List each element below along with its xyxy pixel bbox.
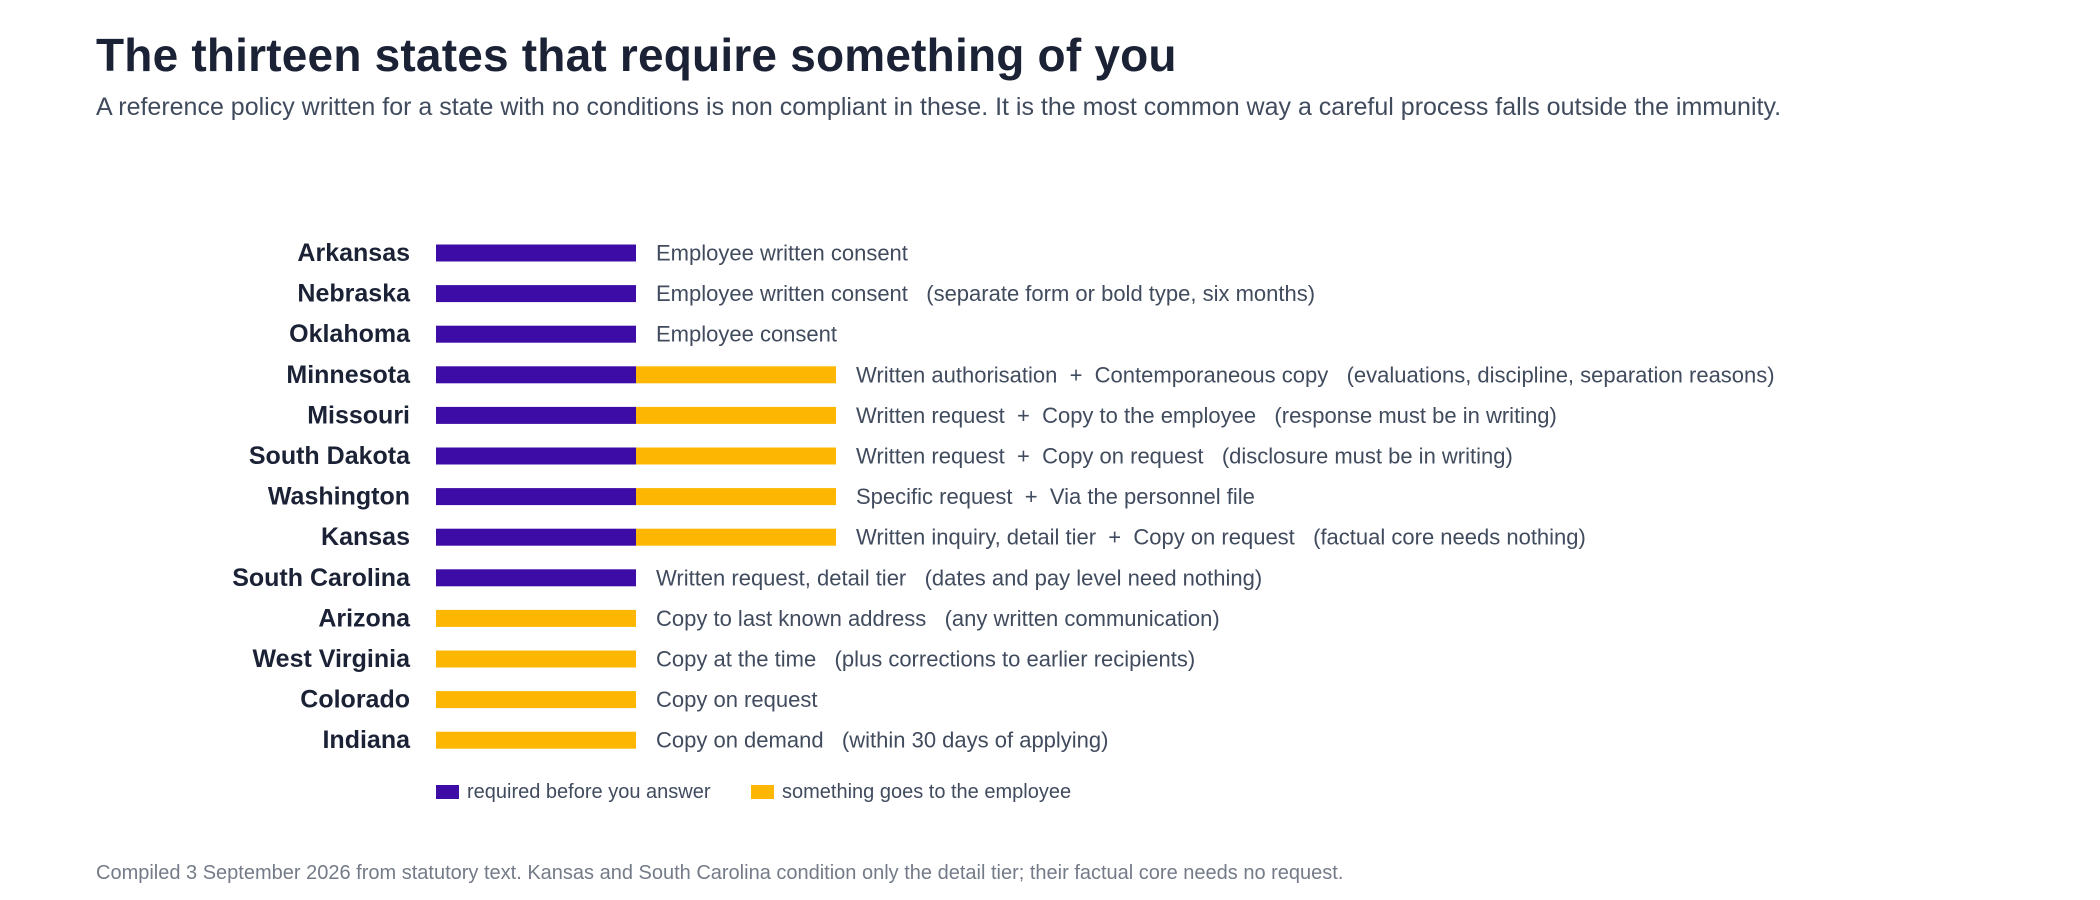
row-annotation-missouri: Written request + Copy to the employee (… [856, 403, 1557, 428]
state-label-missouri: Missouri [307, 401, 410, 429]
bar-required-arkansas [436, 244, 636, 262]
bar-employee-minnesota [636, 366, 836, 384]
state-label-oklahoma: Oklahoma [289, 320, 411, 348]
bar-employee-arizona [436, 609, 636, 627]
page-subtitle: A reference policy written for a state w… [96, 93, 1782, 121]
row-annotation-arizona: Copy to last known address (any written … [656, 606, 1220, 631]
legend-swatch [436, 785, 459, 799]
bar-required-kansas [436, 528, 636, 546]
row-indiana: Indiana Copy on demand (within 30 days of… [322, 726, 1108, 754]
row-nebraska: Nebraska Employee written consent (separa… [297, 280, 1315, 308]
bar-required-nebraska [436, 285, 636, 303]
state-label-west-virginia: West Virginia [253, 645, 412, 673]
bar-employee-west-virginia [436, 650, 636, 668]
row-colorado: Colorado Copy on request [300, 686, 817, 714]
row-washington: Washington Specific request + Via the per… [268, 483, 1255, 511]
row-missouri: Missouri Written request + Copy to the em… [307, 401, 1557, 429]
bar-required-missouri [436, 406, 636, 424]
state-label-washington: Washington [268, 483, 410, 511]
bar-required-south-dakota [436, 447, 636, 465]
bar-employee-washington [636, 488, 836, 506]
row-annotation-nebraska: Employee written consent (separate form … [656, 281, 1315, 306]
row-annotation-oklahoma: Employee consent [656, 322, 837, 347]
row-annotation-south-dakota: Written request + Copy on request (discl… [856, 444, 1513, 469]
chart-legend: required before you answer something goes… [436, 781, 1071, 803]
state-label-south-carolina: South Carolina [232, 564, 411, 592]
state-label-indiana: Indiana [322, 726, 411, 754]
bar-employee-kansas [636, 528, 836, 546]
bar-employee-missouri [636, 406, 836, 424]
row-annotation-minnesota: Written authorisation + Contemporaneous … [856, 362, 1775, 387]
bar-required-washington [436, 488, 636, 506]
state-label-nebraska: Nebraska [297, 280, 411, 308]
row-oklahoma: Oklahoma Employee consent [289, 320, 837, 348]
row-annotation-arkansas: Employee written consent [656, 241, 908, 266]
state-label-arkansas: Arkansas [297, 239, 410, 267]
state-label-kansas: Kansas [321, 523, 410, 551]
row-minnesota: Minnesota Written authorisation + Contemp… [286, 361, 1774, 389]
row-annotation-indiana: Copy on demand (within 30 days of applyi… [656, 728, 1108, 753]
legend-item-required-before-you-answer: required before you answer [436, 781, 711, 803]
bar-employee-indiana [436, 731, 636, 749]
row-kansas: Kansas Written inquiry, detail tier + Cop… [321, 523, 1586, 551]
state-label-minnesota: Minnesota [286, 361, 411, 389]
bar-required-oklahoma [436, 325, 636, 343]
row-annotation-west-virginia: Copy at the time (plus corrections to ea… [656, 647, 1195, 672]
bar-employee-south-dakota [636, 447, 836, 465]
row-south-carolina: South Carolina Written request, detail ti… [232, 564, 1262, 592]
row-south-dakota: South Dakota Written request + Copy on re… [249, 442, 1513, 470]
row-annotation-colorado: Copy on request [656, 687, 817, 712]
row-west-virginia: West Virginia Copy at the time (plus corr… [253, 645, 1196, 673]
row-annotation-south-carolina: Written request, detail tier (dates and … [656, 565, 1262, 590]
chart-rows: Arkansas Employee written consent Nebraska… [232, 239, 1774, 754]
footnote: Compiled 3 September 2026 from statutory… [96, 862, 1344, 884]
legend-item-something-goes-to-the-employee: something goes to the employee [751, 781, 1071, 803]
row-annotation-washington: Specific request + Via the personnel fil… [856, 484, 1255, 509]
bar-required-south-carolina [436, 569, 636, 587]
row-arizona: Arizona Copy to last known address (any w… [318, 604, 1219, 632]
legend-swatch [751, 785, 774, 799]
state-label-colorado: Colorado [300, 686, 410, 714]
row-annotation-kansas: Written inquiry, detail tier + Copy on r… [856, 525, 1586, 550]
legend-label: something goes to the employee [782, 781, 1071, 803]
state-label-south-dakota: South Dakota [249, 442, 411, 470]
row-arkansas: Arkansas Employee written consent [297, 239, 907, 267]
page-title: The thirteen states that require somethi… [96, 29, 1177, 81]
bar-required-minnesota [436, 366, 636, 384]
state-label-arizona: Arizona [318, 604, 411, 632]
bar-employee-colorado [436, 691, 636, 709]
legend-label: required before you answer [467, 781, 711, 803]
